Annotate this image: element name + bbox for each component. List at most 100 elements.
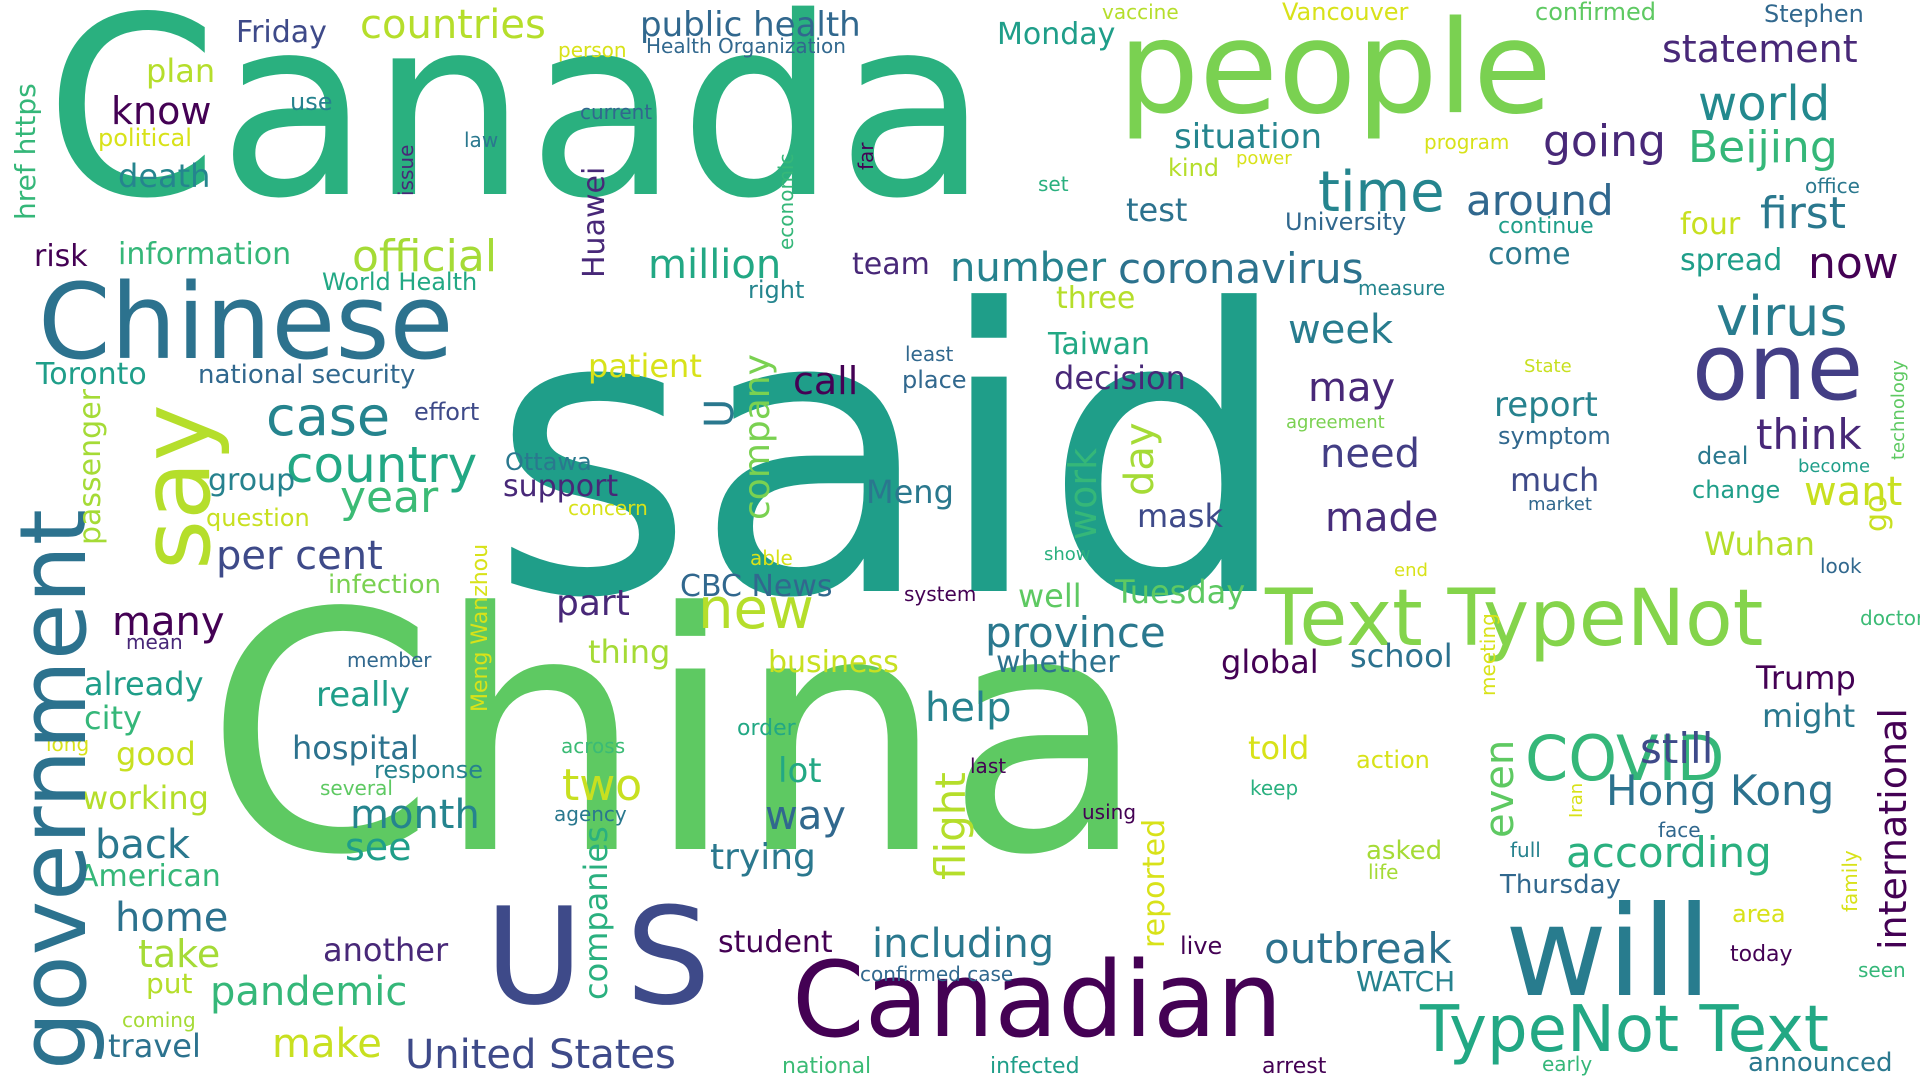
- word: year: [340, 472, 439, 523]
- word: Thursday: [1500, 870, 1621, 900]
- word: Friday: [236, 15, 327, 50]
- word: action: [1356, 746, 1430, 774]
- word: decision: [1054, 359, 1186, 397]
- word: doctor: [1860, 606, 1920, 630]
- word: much: [1510, 461, 1600, 499]
- word: agreement: [1286, 412, 1385, 433]
- word: well: [1018, 577, 1082, 615]
- word: Toronto: [36, 357, 147, 392]
- word: family: [1838, 850, 1862, 912]
- word: TypeNot Text: [1420, 993, 1829, 1067]
- word: set: [1038, 172, 1069, 196]
- word: several: [320, 776, 393, 800]
- word: system: [904, 582, 977, 606]
- word: meeting: [1476, 613, 1500, 696]
- word: mask: [1137, 497, 1223, 535]
- word: agency: [554, 802, 627, 826]
- word: effort: [414, 398, 480, 426]
- word: change: [1692, 476, 1781, 504]
- word: province: [985, 608, 1166, 657]
- word: million: [648, 242, 782, 288]
- word: COVID: [1525, 722, 1725, 795]
- word: patient: [588, 347, 702, 385]
- word: might: [1762, 697, 1856, 735]
- word: economic: [774, 153, 798, 250]
- word: market: [1528, 494, 1592, 515]
- word: virus: [1716, 285, 1848, 348]
- word: report: [1494, 385, 1598, 425]
- word: day: [1117, 422, 1163, 496]
- word: Meng Wanzhou: [468, 543, 493, 712]
- word: Iran: [1566, 782, 1587, 818]
- word: one: [1692, 314, 1864, 421]
- word: working: [82, 779, 209, 817]
- word: confirmed: [1535, 0, 1657, 26]
- word: infected: [990, 1054, 1080, 1079]
- word: trying: [710, 837, 816, 878]
- word: now: [1808, 238, 1899, 289]
- word: travel: [108, 1027, 201, 1065]
- word: today: [1730, 942, 1793, 967]
- word: make: [272, 1021, 382, 1067]
- word: question: [206, 504, 310, 532]
- word: case: [266, 385, 391, 448]
- word: least: [905, 342, 954, 366]
- word: political: [98, 124, 192, 152]
- word: using: [1082, 800, 1137, 824]
- word: show: [1044, 544, 1091, 565]
- word: announced: [1748, 1048, 1893, 1078]
- word: way: [765, 793, 846, 839]
- word: know: [111, 89, 212, 133]
- word: deal: [1697, 442, 1749, 470]
- word: last: [970, 754, 1007, 778]
- word: end: [1394, 560, 1428, 581]
- word: Health Organization: [646, 34, 846, 58]
- word: person: [558, 38, 627, 62]
- word: said: [490, 228, 1293, 684]
- word: home: [115, 895, 229, 941]
- word: hospital: [292, 729, 419, 767]
- word: first: [1760, 188, 1846, 239]
- word: group: [208, 463, 296, 498]
- word: face: [1658, 818, 1701, 842]
- word: coronavirus: [1118, 244, 1364, 293]
- word: infection: [328, 570, 441, 600]
- word: Ottawa: [505, 448, 592, 476]
- word: international: [1871, 708, 1915, 950]
- word: situation: [1174, 117, 1323, 157]
- word: office: [1805, 174, 1860, 198]
- word: look: [1820, 554, 1862, 578]
- word: pandemic: [210, 969, 408, 1015]
- word: full: [1510, 838, 1541, 862]
- word: country: [286, 436, 478, 494]
- word: U S: [485, 879, 711, 1035]
- word: State: [1524, 356, 1572, 377]
- word: use: [290, 88, 333, 116]
- word: week: [1288, 307, 1394, 353]
- word: reported: [1137, 818, 1172, 948]
- word: CBC News: [680, 569, 833, 604]
- word: Beijing: [1688, 122, 1838, 173]
- word: technology: [1888, 360, 1909, 460]
- word: Vancouver: [1282, 0, 1409, 26]
- word: kind: [1168, 154, 1220, 182]
- word: risk: [34, 239, 88, 274]
- word: Hong Kong: [1606, 766, 1835, 815]
- word: come: [1488, 237, 1571, 272]
- word: school: [1350, 637, 1453, 675]
- word: support: [503, 469, 619, 504]
- word: number: [950, 245, 1107, 291]
- word: call: [793, 359, 859, 403]
- word: China: [205, 543, 1148, 927]
- word: information: [118, 237, 292, 272]
- word: time: [1318, 160, 1445, 225]
- word: will: [1505, 880, 1712, 1025]
- word: Wuhan: [1704, 525, 1815, 563]
- word: put: [146, 967, 193, 1000]
- word: confirmed case: [860, 962, 1014, 986]
- word: able: [750, 546, 793, 570]
- word: made: [1325, 495, 1439, 541]
- word: already: [84, 665, 204, 703]
- word: city: [84, 699, 142, 737]
- word: say: [120, 404, 232, 570]
